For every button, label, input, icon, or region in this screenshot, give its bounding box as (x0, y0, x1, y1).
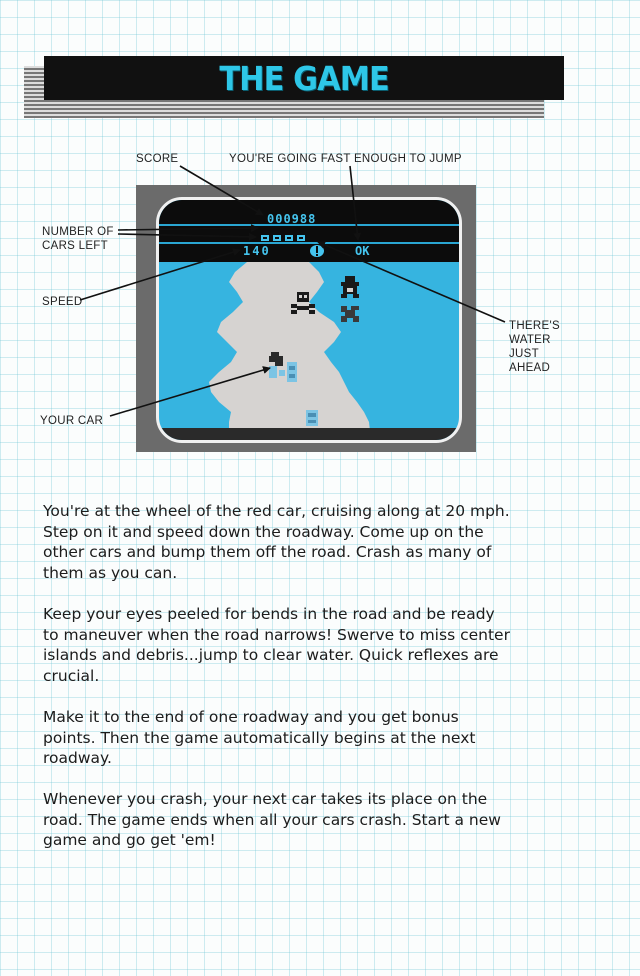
skull-debris-icon (291, 292, 315, 314)
screen-bottom-shade (159, 428, 459, 440)
cars-left-arrow-1 (117, 224, 259, 233)
water-label-line-4: AHEAD (509, 362, 551, 374)
your-car-label: YOUR CAR (40, 415, 104, 427)
jump-arrow (349, 165, 362, 241)
hud: 000988 140 OK (159, 200, 459, 262)
hud-divider-bottom (159, 242, 459, 244)
paragraph-line: Make it to the end of one roadway and yo… (43, 708, 459, 726)
paragraph-tips: Keep your eyes peeled for bends in the r… (43, 604, 583, 686)
water-label: THERE'S WATER JUST AHEAD (509, 319, 560, 375)
paragraph-line: them as you can. (43, 563, 178, 582)
paragraph-bonus: Make it to the end of one roadway and yo… (43, 707, 583, 769)
cars-left-label: NUMBER OF CARS LEFT (42, 225, 114, 253)
water-label-line-2: WATER (509, 334, 551, 346)
paragraph-line: game and go get 'em! (43, 831, 216, 850)
hud-divider-top (159, 224, 459, 226)
paragraph-line: other cars and bump them off the road. C… (43, 543, 492, 562)
paragraph-line: You're at the wheel of the red car, crui… (43, 502, 510, 520)
player-car-icon (269, 362, 297, 382)
speed-arrow (79, 248, 241, 301)
page-title: THE GAME (219, 58, 389, 98)
game-screenshot: 000988 140 OK (136, 185, 476, 452)
crashed-car-icon (341, 306, 359, 322)
paragraph-line: Whenever you crash, your next car takes … (43, 790, 488, 808)
score-display: 000988 (267, 212, 317, 226)
paragraph-line: crucial. (43, 666, 100, 685)
paragraph-line: to maneuver when the road narrows! Swerv… (43, 625, 510, 644)
paragraph-line: points. Then the game automatically begi… (43, 728, 476, 747)
your-car-arrow (109, 366, 271, 417)
score-arrow (179, 165, 264, 216)
tv-frame: 000988 140 OK (156, 197, 462, 443)
cars-left-label-line-2: CARS LEFT (42, 240, 108, 252)
speed-display: 140 (243, 244, 271, 258)
paragraph-line: islands and debris...jump to clear water… (43, 646, 499, 665)
cars-left-icons (259, 228, 307, 241)
jump-label: YOU'RE GOING FAST ENOUGH TO JUMP (229, 153, 462, 165)
paragraph-line: Step on it and speed down the roadway. C… (43, 522, 484, 541)
title-banner: THE GAME (44, 56, 564, 100)
trailing-car-icon (306, 410, 318, 426)
car-icons-row (261, 235, 305, 241)
cars-left-arrow-2 (117, 232, 257, 241)
roadway (209, 262, 371, 440)
water-label-line-3: JUST (509, 348, 539, 360)
debris-icon (269, 352, 283, 366)
water-arrow (317, 241, 506, 323)
water-label-line-1: THERE'S (509, 320, 560, 332)
paragraph-line: roadway. (43, 749, 112, 768)
score-label: SCORE (136, 153, 179, 165)
speed-label: SPEED (42, 296, 83, 308)
cars-left-label-line-1: NUMBER OF (42, 226, 114, 238)
paragraph-intro: You're at the wheel of the red car, crui… (43, 501, 583, 583)
paragraph-crash: Whenever you crash, your next car takes … (43, 789, 583, 851)
paragraph-line: Keep your eyes peeled for bends in the r… (43, 605, 495, 623)
jump-indicator: OK (355, 244, 370, 258)
enemy-car-icon (341, 276, 359, 298)
paragraph-line: road. The game ends when all your cars c… (43, 810, 501, 829)
